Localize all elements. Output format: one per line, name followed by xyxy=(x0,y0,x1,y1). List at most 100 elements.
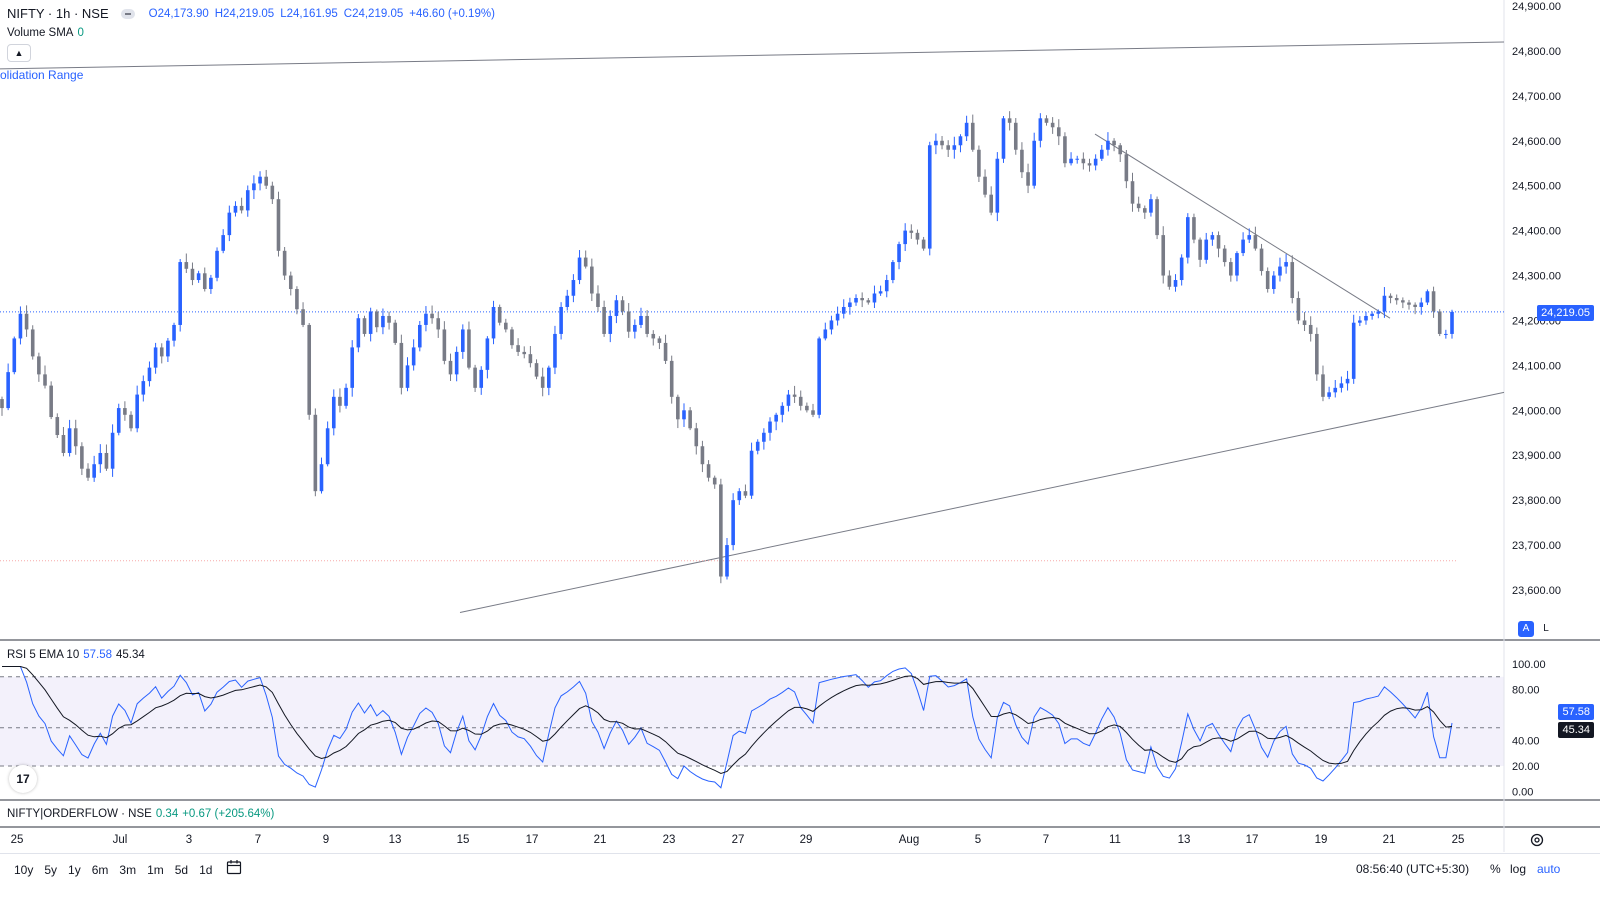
candle-body[interactable] xyxy=(1321,374,1325,397)
candle-body[interactable] xyxy=(178,262,182,325)
candle-body[interactable] xyxy=(633,324,637,332)
candle-body[interactable] xyxy=(184,262,189,269)
candle-body[interactable] xyxy=(1075,158,1080,160)
candle-body[interactable] xyxy=(1296,298,1301,321)
candle-body[interactable] xyxy=(368,311,373,334)
candle-body[interactable] xyxy=(196,273,201,281)
candle-body[interactable] xyxy=(872,293,877,303)
candle-body[interactable] xyxy=(159,347,164,357)
candle-body[interactable] xyxy=(1038,118,1043,141)
candle-body[interactable] xyxy=(417,324,422,348)
candle-body[interactable] xyxy=(811,410,815,415)
candle-body[interactable] xyxy=(774,414,778,422)
candle-body[interactable] xyxy=(430,313,434,319)
candle-body[interactable] xyxy=(786,394,791,406)
candle-body[interactable] xyxy=(129,414,133,429)
candle-body[interactable] xyxy=(1327,392,1331,397)
candle-body[interactable] xyxy=(731,500,735,546)
candle-body[interactable] xyxy=(577,257,582,281)
candle-body[interactable] xyxy=(817,338,821,415)
candle-body[interactable] xyxy=(1198,239,1202,260)
range-button-1y[interactable]: 1y xyxy=(68,863,81,877)
candle-body[interactable] xyxy=(252,183,256,191)
range-button-1m[interactable]: 1m xyxy=(147,863,164,877)
candle-body[interactable] xyxy=(1370,313,1374,316)
candle-body[interactable] xyxy=(1130,181,1135,204)
candle-body[interactable] xyxy=(927,145,932,249)
candle-body[interactable] xyxy=(436,318,441,330)
candle-body[interactable] xyxy=(1247,235,1252,240)
candle-body[interactable] xyxy=(571,280,576,296)
range-button-3m[interactable]: 3m xyxy=(119,863,137,877)
hide-icon[interactable] xyxy=(120,8,135,19)
candle-body[interactable] xyxy=(116,408,121,433)
candle-body[interactable] xyxy=(682,410,686,420)
candle-body[interactable] xyxy=(1007,118,1012,123)
candle-body[interactable] xyxy=(233,205,238,213)
candle-body[interactable] xyxy=(86,468,90,478)
candle-body[interactable] xyxy=(1382,295,1387,312)
candle-body[interactable] xyxy=(454,351,459,375)
candle-body[interactable] xyxy=(350,347,355,388)
candle-body[interactable] xyxy=(1259,248,1264,272)
candle-body[interactable] xyxy=(1351,322,1356,379)
candle-body[interactable] xyxy=(848,302,852,307)
candle-body[interactable] xyxy=(719,484,723,577)
collapse-legend-button[interactable]: ▲ xyxy=(7,44,31,62)
candle-body[interactable] xyxy=(172,324,176,341)
candle-body[interactable] xyxy=(295,289,299,310)
candle-body[interactable] xyxy=(1333,387,1338,393)
candle-body[interactable] xyxy=(1210,235,1215,240)
candle-body[interactable] xyxy=(651,333,656,339)
candle-body[interactable] xyxy=(110,432,115,469)
candle-body[interactable] xyxy=(344,387,348,406)
candle-body[interactable] xyxy=(1204,239,1209,260)
candle-body[interactable] xyxy=(964,122,969,137)
candle-body[interactable] xyxy=(1001,118,1006,159)
candle-body[interactable] xyxy=(1179,257,1184,281)
candle-body[interactable] xyxy=(448,360,453,375)
candle-body[interactable] xyxy=(258,176,262,184)
candle-body[interactable] xyxy=(1413,304,1417,307)
candle-body[interactable] xyxy=(1241,239,1245,254)
clock-timezone[interactable]: 08:56:40 (UTC+5:30) xyxy=(1356,862,1470,876)
candle-body[interactable] xyxy=(1284,262,1288,267)
candle-body[interactable] xyxy=(215,250,219,278)
candle-body[interactable] xyxy=(374,311,379,328)
candle-body[interactable] xyxy=(18,313,23,339)
candle-body[interactable] xyxy=(356,318,361,348)
candle-body[interactable] xyxy=(12,338,17,373)
candle-body[interactable] xyxy=(24,313,29,330)
candle-body[interactable] xyxy=(891,262,895,281)
candle-body[interactable] xyxy=(227,212,232,236)
candle-body[interactable] xyxy=(547,367,551,388)
candle-body[interactable] xyxy=(1093,158,1098,166)
percent-scale-toggle[interactable]: % xyxy=(1490,862,1501,876)
candle-body[interactable] xyxy=(55,417,60,436)
candle-body[interactable] xyxy=(92,464,96,478)
candle-body[interactable] xyxy=(1155,199,1159,236)
candle-body[interactable] xyxy=(565,295,570,307)
candle-body[interactable] xyxy=(1339,383,1344,388)
candle-body[interactable] xyxy=(1229,262,1233,276)
candle-body[interactable] xyxy=(762,432,766,442)
candle-body[interactable] xyxy=(522,351,527,355)
candle-body[interactable] xyxy=(915,232,920,240)
candle-body[interactable] xyxy=(135,394,139,429)
candle-body[interactable] xyxy=(405,365,410,388)
candle-body[interactable] xyxy=(80,446,84,469)
candle-body[interactable] xyxy=(540,376,545,388)
candle-body[interactable] xyxy=(1253,235,1258,249)
candle-body[interactable] xyxy=(49,385,53,418)
calendar-icon[interactable] xyxy=(226,859,242,875)
candle-body[interactable] xyxy=(1425,291,1430,303)
candle-body[interactable] xyxy=(331,396,336,429)
candle-body[interactable] xyxy=(946,145,950,150)
orderflow-legend[interactable]: NIFTY|ORDERFLOW · NSE 0.34 +0.67 (+205.64%… xyxy=(7,808,274,820)
candle-body[interactable] xyxy=(700,446,705,465)
candle-body[interactable] xyxy=(98,452,103,465)
candle-body[interactable] xyxy=(1302,320,1307,325)
candle-body[interactable] xyxy=(491,306,496,339)
candle-body[interactable] xyxy=(381,315,385,328)
candle-body[interactable] xyxy=(1358,320,1362,323)
